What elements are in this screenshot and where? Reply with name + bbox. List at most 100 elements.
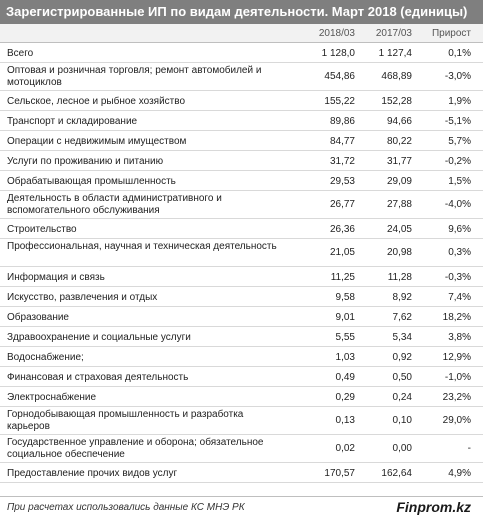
row-label: Услуги по проживанию и питанию xyxy=(7,156,164,167)
table-row: Государственное управление и оборона; об… xyxy=(0,435,483,463)
value-growth: 0,1% xyxy=(448,48,471,59)
value-2017: 7,62 xyxy=(392,312,412,323)
table-row: Профессиональная, научная и техническая … xyxy=(0,239,483,267)
value-2017: 5,34 xyxy=(392,332,412,343)
value-growth: 29,0% xyxy=(442,415,471,426)
column-header-growth: Прирост xyxy=(431,28,471,39)
value-2018: 0,02 xyxy=(335,443,355,454)
value-2018: 26,77 xyxy=(329,199,355,210)
column-header-2017: 2017/03 xyxy=(375,28,412,39)
value-2017: 0,24 xyxy=(392,392,412,403)
value-growth: 3,8% xyxy=(448,332,471,343)
value-2018: 26,36 xyxy=(329,224,355,235)
row-label: Финансовая и страховая деятельность xyxy=(7,372,189,383)
value-growth: 1,9% xyxy=(448,96,471,107)
value-2018: 21,05 xyxy=(329,247,355,258)
value-2017: 1 127,4 xyxy=(378,48,412,59)
table-row: Транспорт и складирование 89,86 94,66 -5,1% xyxy=(0,111,483,131)
row-label: Предоставление прочих видов услуг xyxy=(7,468,178,479)
row-label: Образование xyxy=(7,312,69,323)
value-2018: 1,03 xyxy=(335,352,355,363)
table-row: Здравоохранение и социальные услуги 5,55 5… xyxy=(0,327,483,347)
value-2018: 84,77 xyxy=(329,136,355,147)
row-label: Деятельность в области административного… xyxy=(7,193,222,216)
value-2017: 31,77 xyxy=(386,156,412,167)
row-label: Строительство xyxy=(7,224,77,235)
row-label: Информация и связь xyxy=(7,272,105,283)
row-label: Профессиональная, научная и техническая … xyxy=(7,241,277,252)
value-2017: 0,00 xyxy=(392,443,412,454)
value-2018: 1 128,0 xyxy=(321,48,355,59)
value-2017: 80,22 xyxy=(386,136,412,147)
row-label: Транспорт и складирование xyxy=(7,116,138,127)
value-growth: - xyxy=(467,443,471,454)
value-2017: 29,09 xyxy=(386,176,412,187)
value-2017: 20,98 xyxy=(386,247,412,258)
value-2018: 9,01 xyxy=(335,312,355,323)
table-row: Горнодобывающая промышленность и разрабо… xyxy=(0,407,483,435)
table-row: Информация и связь 11,25 11,28 -0,3% xyxy=(0,267,483,287)
value-2017: 0,50 xyxy=(392,372,412,383)
value-growth: 7,4% xyxy=(448,292,471,303)
table-title: Зарегистрированные ИП по видам деятельно… xyxy=(0,0,483,24)
table-row: Деятельность в области административного… xyxy=(0,191,483,219)
value-growth: 9,6% xyxy=(448,224,471,235)
column-header-2018: 2018/03 xyxy=(318,28,355,39)
table-header: 2018/03 2017/03 Прирост xyxy=(0,24,483,43)
value-growth: -0,2% xyxy=(444,156,471,167)
table-row: Сельское, лесное и рыбное хозяйство 155,2… xyxy=(0,91,483,111)
value-2018: 11,25 xyxy=(330,272,355,283)
value-growth: -4,0% xyxy=(444,199,471,210)
source-note: При расчетах использовались данные КС МН… xyxy=(7,502,245,513)
value-growth: -5,1% xyxy=(444,116,471,127)
brand-logo-text: Finprom.kz xyxy=(396,499,471,515)
row-label: Обрабатывающая промышленность xyxy=(7,176,176,187)
value-growth: 1,5% xyxy=(448,176,471,187)
value-2018: 0,29 xyxy=(335,392,355,403)
row-label: Оптовая и розничная торговля; ремонт авт… xyxy=(7,65,262,88)
table-row: Операции с недвижимым имуществом 84,77 80,… xyxy=(0,131,483,151)
value-2018: 89,86 xyxy=(329,116,355,127)
table-body: Всего 1 128,0 1 127,4 0,1% Оптовая и розничн… xyxy=(0,43,483,483)
row-label: Всего xyxy=(7,48,34,59)
value-2017: 27,88 xyxy=(386,199,412,210)
row-label: Сельское, лесное и рыбное хозяйство xyxy=(7,96,186,107)
value-2018: 155,22 xyxy=(324,96,355,107)
row-label: Электроснабжение xyxy=(7,392,97,403)
table-row: Электроснабжение 0,29 0,24 23,2% xyxy=(0,387,483,407)
value-2017: 152,28 xyxy=(381,96,412,107)
row-label: Водоснабжение; xyxy=(7,352,84,363)
value-growth: -0,3% xyxy=(444,272,471,283)
table-row: Водоснабжение; 1,03 0,92 12,9% xyxy=(0,347,483,367)
row-label: Здравоохранение и социальные услуги xyxy=(7,332,191,343)
value-growth: -1,0% xyxy=(444,372,471,383)
value-2017: 8,92 xyxy=(392,292,412,303)
value-2018: 0,13 xyxy=(335,415,355,426)
value-growth: 0,3% xyxy=(448,247,471,258)
value-growth: -3,0% xyxy=(444,71,471,82)
value-2017: 162,64 xyxy=(381,468,412,479)
value-growth: 5,7% xyxy=(448,136,471,147)
value-growth: 4,9% xyxy=(448,468,471,479)
value-2018: 31,72 xyxy=(329,156,355,167)
table-row: Финансовая и страховая деятельность 0,49 0… xyxy=(0,367,483,387)
table-row: Оптовая и розничная торговля; ремонт авт… xyxy=(0,63,483,91)
value-2017: 24,05 xyxy=(386,224,412,235)
value-growth: 18,2% xyxy=(442,312,471,323)
table-row: Всего 1 128,0 1 127,4 0,1% xyxy=(0,43,483,63)
row-label: Операции с недвижимым имуществом xyxy=(7,136,187,147)
value-2017: 468,89 xyxy=(381,71,412,82)
value-2018: 0,49 xyxy=(335,372,355,383)
table-row: Обрабатывающая промышленность 29,53 29,09 1… xyxy=(0,171,483,191)
table-row: Предоставление прочих видов услуг 170,57 1… xyxy=(0,463,483,483)
value-2017: 94,66 xyxy=(386,116,412,127)
value-2018: 170,57 xyxy=(324,468,355,479)
table-row: Искусство, развлечения и отдых 9,58 8,92 7,… xyxy=(0,287,483,307)
value-2018: 9,58 xyxy=(335,292,355,303)
table-row: Услуги по проживанию и питанию 31,72 31,77… xyxy=(0,151,483,171)
value-2017: 0,92 xyxy=(392,352,412,363)
value-2018: 5,55 xyxy=(335,332,355,343)
value-2017: 0,10 xyxy=(392,415,412,426)
value-growth: 23,2% xyxy=(442,392,471,403)
row-label: Государственное управление и оборона; об… xyxy=(7,437,264,460)
